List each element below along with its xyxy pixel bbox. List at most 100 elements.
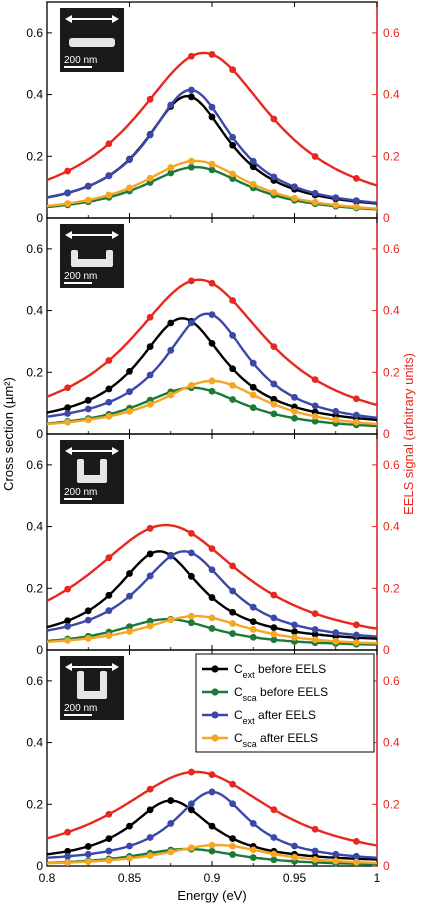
y-tick-label-left: 0.4 bbox=[26, 304, 43, 318]
data-point-cext_before bbox=[126, 822, 133, 830]
y-tick-label-left: 0.4 bbox=[26, 736, 43, 750]
u-arm-right-shape bbox=[100, 459, 107, 477]
data-point-csca_after bbox=[126, 408, 133, 415]
data-point-eels bbox=[105, 810, 113, 818]
legend-marker-csca_after bbox=[211, 734, 219, 742]
data-point-cext_after bbox=[208, 566, 216, 574]
inset-micrograph: 200 nm bbox=[60, 8, 124, 72]
data-point-cext_before bbox=[208, 594, 216, 601]
data-point-csca_after bbox=[84, 196, 92, 204]
data-point-csca_after bbox=[105, 412, 113, 420]
data-point-eels bbox=[229, 780, 237, 788]
data-point-cext_after bbox=[64, 189, 72, 197]
u-arm-left-shape bbox=[71, 250, 78, 261]
data-point-csca_after bbox=[332, 416, 340, 424]
data-point-cext_after bbox=[270, 380, 278, 388]
data-point-csca_after bbox=[352, 418, 360, 426]
data-point-eels bbox=[64, 585, 72, 593]
series-csca_after bbox=[46, 841, 378, 866]
data-point-csca_after bbox=[352, 639, 360, 646]
data-point-cext_after bbox=[249, 603, 257, 611]
data-point-csca_after bbox=[84, 416, 92, 424]
u-base-shape bbox=[77, 475, 107, 483]
data-point-cext_after bbox=[105, 607, 113, 615]
data-point-eels bbox=[311, 610, 319, 618]
data-point-csca_after bbox=[105, 191, 113, 199]
data-point-cext_after bbox=[291, 842, 298, 850]
data-point-cext_after bbox=[146, 131, 154, 139]
arrow-head-left-icon bbox=[65, 663, 72, 671]
legend-label-csca_after: Csca after EELS bbox=[234, 731, 318, 749]
data-point-cext_after bbox=[291, 621, 298, 629]
data-point-cext_after bbox=[291, 183, 298, 191]
data-point-csca_before bbox=[229, 396, 237, 403]
data-point-cext_before bbox=[249, 618, 257, 626]
data-point-csca_before bbox=[311, 417, 319, 425]
y-tick-label-left: 0 bbox=[36, 643, 43, 657]
data-point-csca_after bbox=[291, 408, 298, 415]
u-arm-left-shape bbox=[77, 459, 84, 477]
data-point-csca_after bbox=[64, 637, 72, 644]
y-tick-label-left: 0.2 bbox=[26, 149, 43, 163]
inset-micrograph: 200 nm bbox=[60, 224, 124, 288]
y-tick-label-left: 0.6 bbox=[26, 458, 43, 472]
data-point-eels bbox=[270, 343, 278, 351]
data-point-cext_after bbox=[84, 405, 92, 413]
y-tick-label-left: 0.2 bbox=[26, 581, 43, 595]
x-axis-label: Energy (eV) bbox=[177, 888, 246, 903]
data-point-csca_before bbox=[270, 856, 278, 864]
data-point-cext_before bbox=[270, 395, 278, 403]
data-point-eels bbox=[64, 828, 72, 836]
data-point-eels bbox=[64, 384, 72, 392]
scale-bar-label: 200 nm bbox=[64, 55, 97, 66]
data-point-eels bbox=[105, 357, 113, 364]
data-point-eels bbox=[105, 140, 113, 148]
panel-4: 0 0 0.2 0.2 0.4 0.4 0.6 0.6 200 nm bbox=[26, 649, 400, 873]
data-point-cext_after bbox=[105, 398, 113, 406]
data-point-cext_after bbox=[208, 788, 216, 796]
data-point-cext_before bbox=[187, 93, 195, 101]
data-point-cext_before bbox=[146, 343, 154, 351]
data-point-eels bbox=[270, 591, 278, 599]
data-point-cext_after bbox=[167, 552, 175, 560]
u-arm-right-shape bbox=[106, 250, 113, 261]
data-point-cext_after bbox=[332, 850, 340, 858]
legend: Cext before EELS Csca before EELS Cext aft… bbox=[195, 653, 375, 753]
y-tick-label-right: 0 bbox=[383, 859, 390, 873]
data-point-cext_after bbox=[229, 331, 237, 339]
panel-1: 0 0 0.2 0.2 0.4 0.4 0.6 0.6 200 nm bbox=[26, 1, 400, 225]
data-point-csca_after bbox=[167, 848, 175, 856]
data-point-cext_after bbox=[167, 101, 175, 109]
data-point-cext_before bbox=[84, 396, 92, 404]
data-point-csca_after bbox=[249, 391, 257, 399]
data-point-cext_after bbox=[249, 820, 257, 827]
data-point-eels bbox=[229, 297, 237, 304]
data-point-csca_after bbox=[84, 635, 92, 642]
data-point-csca_after bbox=[332, 201, 340, 209]
data-point-eels bbox=[270, 806, 278, 814]
data-point-csca_after bbox=[352, 203, 360, 211]
legend-label-csca_before: Csca before EELS bbox=[234, 685, 328, 703]
data-point-cext_before bbox=[229, 835, 237, 842]
y-tick-label-right: 0.2 bbox=[383, 797, 400, 811]
data-point-cext_before bbox=[105, 385, 113, 393]
data-point-csca_after bbox=[229, 842, 237, 850]
data-point-csca_after bbox=[249, 626, 257, 633]
data-point-csca_after bbox=[126, 184, 133, 192]
data-point-cext_after bbox=[352, 852, 360, 860]
series-csca_after bbox=[46, 157, 378, 211]
data-point-eels bbox=[208, 51, 216, 58]
data-point-csca_after bbox=[229, 381, 237, 389]
data-point-csca_after bbox=[332, 637, 340, 645]
data-point-cext_before bbox=[311, 630, 319, 638]
series-cext_after bbox=[46, 311, 378, 419]
data-point-cext_after bbox=[311, 189, 319, 197]
data-point-cext_after bbox=[167, 820, 175, 827]
y-tick-label-right: 0.4 bbox=[383, 304, 400, 318]
data-point-csca_after bbox=[249, 180, 257, 188]
y-tick-label-right: 0 bbox=[383, 427, 390, 441]
y-tick-label-left: 0 bbox=[36, 211, 43, 225]
data-point-csca_after bbox=[146, 400, 154, 408]
data-point-cext_before bbox=[229, 141, 237, 149]
